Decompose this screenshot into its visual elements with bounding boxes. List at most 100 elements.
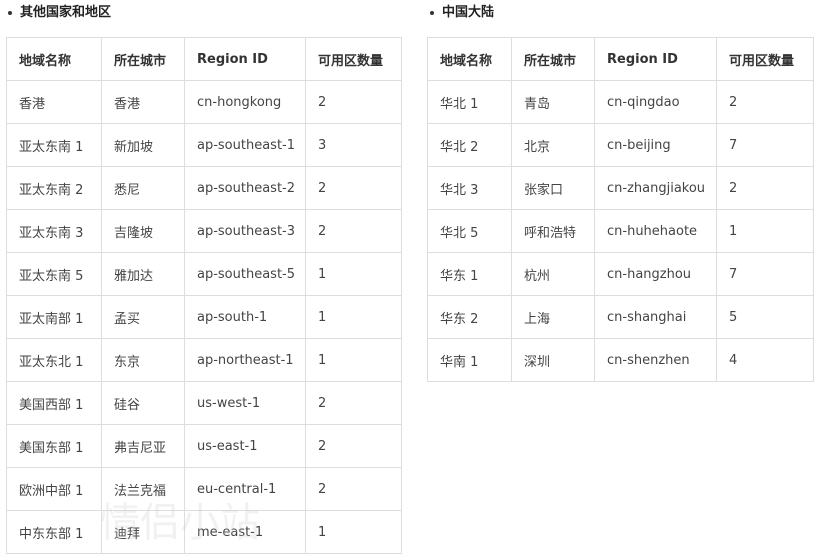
table-cell: 张家口 bbox=[511, 166, 595, 210]
table-cell: 弗吉尼亚 bbox=[101, 424, 185, 468]
bullet-icon bbox=[8, 10, 12, 15]
table-cell: 1 bbox=[716, 209, 814, 253]
table-cell: 香港 bbox=[6, 80, 102, 124]
table-cell: cn-beijing bbox=[594, 123, 717, 167]
table-cell: 香港 bbox=[101, 80, 185, 124]
table-cell: 北京 bbox=[511, 123, 595, 167]
table-cell: 硅谷 bbox=[101, 381, 185, 425]
column-header: Region ID bbox=[594, 37, 717, 81]
table-cell: 法兰克福 bbox=[101, 467, 185, 511]
table-cell: 5 bbox=[716, 295, 814, 339]
table-row: 亚太南部 1 孟买 ap-south-1 1 bbox=[6, 295, 402, 339]
table-cell: us-east-1 bbox=[184, 424, 306, 468]
table-cell: 1 bbox=[305, 510, 402, 554]
section-title-text: 其他国家和地区 bbox=[20, 5, 112, 20]
table-row: 欧洲中部 1 法兰克福 eu-central-1 2 bbox=[6, 467, 402, 511]
table-cell: 华北 3 bbox=[427, 166, 512, 210]
table-row: 亚太东南 5 雅加达 ap-southeast-5 1 bbox=[6, 252, 402, 296]
table-cell: 雅加达 bbox=[101, 252, 185, 296]
table-row: 华北 1 青岛 cn-qingdao 2 bbox=[427, 80, 814, 124]
table-cell: 亚太南部 1 bbox=[6, 295, 102, 339]
table-cell: ap-southeast-3 bbox=[184, 209, 306, 253]
table-cell: 2 bbox=[716, 166, 814, 210]
table-cell: 亚太东北 1 bbox=[6, 338, 102, 382]
table-cell: 美国东部 1 bbox=[6, 424, 102, 468]
table-cell: 中东东部 1 bbox=[6, 510, 102, 554]
table-cell: cn-huhehaote bbox=[594, 209, 717, 253]
table-cell: us-west-1 bbox=[184, 381, 306, 425]
column-header: 地域名称 bbox=[427, 37, 512, 81]
table-row: 华北 2 北京 cn-beijing 7 bbox=[427, 123, 814, 167]
table-cell: 华东 1 bbox=[427, 252, 512, 296]
table-row: 亚太东北 1 东京 ap-northeast-1 1 bbox=[6, 338, 402, 382]
table-cell: 孟买 bbox=[101, 295, 185, 339]
table-cell: 深圳 bbox=[511, 338, 595, 382]
table-row: 美国西部 1 硅谷 us-west-1 2 bbox=[6, 381, 402, 425]
table-row: 华南 1 深圳 cn-shenzhen 4 bbox=[427, 338, 814, 382]
table-cell: ap-southeast-1 bbox=[184, 123, 306, 167]
table-cell: 3 bbox=[305, 123, 402, 167]
table-cell: 青岛 bbox=[511, 80, 595, 124]
table-cell: 华北 2 bbox=[427, 123, 512, 167]
column-header: 所在城市 bbox=[101, 37, 185, 81]
table-cell: 2 bbox=[305, 166, 402, 210]
table-row: 亚太东南 1 新加坡 ap-southeast-1 3 bbox=[6, 123, 402, 167]
table-cell: 2 bbox=[305, 80, 402, 124]
table-cell: me-east-1 bbox=[184, 510, 306, 554]
table-cell: 2 bbox=[305, 381, 402, 425]
table-cell: 华北 1 bbox=[427, 80, 512, 124]
table-cell: 东京 bbox=[101, 338, 185, 382]
table-cell: cn-qingdao bbox=[594, 80, 717, 124]
table-cell: 新加坡 bbox=[101, 123, 185, 167]
table-cell: 1 bbox=[305, 295, 402, 339]
table-row: 香港 香港 cn-hongkong 2 bbox=[6, 80, 402, 124]
table-cell: cn-shenzhen bbox=[594, 338, 717, 382]
table-other-regions: 地域名称 所在城市 Region ID 可用区数量 香港 香港 cn-hongkong 2 亚太… bbox=[6, 37, 402, 554]
table-cell: 2 bbox=[716, 80, 814, 124]
table-cell: 亚太东南 3 bbox=[6, 209, 102, 253]
table-row: 中东东部 1 迪拜 me-east-1 1 bbox=[6, 510, 402, 554]
table-cell: 2 bbox=[305, 209, 402, 253]
table-cell: 杭州 bbox=[511, 252, 595, 296]
table-cell: 华南 1 bbox=[427, 338, 512, 382]
table-cell: ap-southeast-2 bbox=[184, 166, 306, 210]
table-header-row: 地域名称 所在城市 Region ID 可用区数量 bbox=[427, 37, 814, 81]
table-header-row: 地域名称 所在城市 Region ID 可用区数量 bbox=[6, 37, 402, 81]
section-title-mainland: 中国大陆 bbox=[430, 1, 494, 20]
table-cell: 亚太东南 1 bbox=[6, 123, 102, 167]
table-cell: 吉隆坡 bbox=[101, 209, 185, 253]
table-row: 华北 3 张家口 cn-zhangjiakou 2 bbox=[427, 166, 814, 210]
column-header: 地域名称 bbox=[6, 37, 102, 81]
column-header: 可用区数量 bbox=[305, 37, 402, 81]
column-header: 所在城市 bbox=[511, 37, 595, 81]
table-cell: 1 bbox=[305, 338, 402, 382]
section-title-other-regions: 其他国家和地区 bbox=[8, 1, 111, 20]
table-row: 华北 5 呼和浩特 cn-huhehaote 1 bbox=[427, 209, 814, 253]
table-cell: eu-central-1 bbox=[184, 467, 306, 511]
table-cell: cn-zhangjiakou bbox=[594, 166, 717, 210]
table-row: 华东 1 杭州 cn-hangzhou 7 bbox=[427, 252, 814, 296]
table-row: 美国东部 1 弗吉尼亚 us-east-1 2 bbox=[6, 424, 402, 468]
table-cell: 2 bbox=[305, 424, 402, 468]
table-cell: 迪拜 bbox=[101, 510, 185, 554]
table-cell: 7 bbox=[716, 123, 814, 167]
table-cell: ap-south-1 bbox=[184, 295, 306, 339]
table-cell: 悉尼 bbox=[101, 166, 185, 210]
table-mainland: 地域名称 所在城市 Region ID 可用区数量 华北 1 青岛 cn-qingdao 2 华… bbox=[427, 37, 814, 382]
bullet-icon bbox=[430, 10, 434, 15]
table-cell: ap-southeast-5 bbox=[184, 252, 306, 296]
table-cell: ap-northeast-1 bbox=[184, 338, 306, 382]
table-cell: 美国西部 1 bbox=[6, 381, 102, 425]
column-header: 可用区数量 bbox=[716, 37, 814, 81]
table-cell: 1 bbox=[305, 252, 402, 296]
table-cell: 欧洲中部 1 bbox=[6, 467, 102, 511]
table-cell: 上海 bbox=[511, 295, 595, 339]
table-row: 亚太东南 3 吉隆坡 ap-southeast-3 2 bbox=[6, 209, 402, 253]
table-cell: 华东 2 bbox=[427, 295, 512, 339]
table-cell: 呼和浩特 bbox=[511, 209, 595, 253]
section-title-text: 中国大陆 bbox=[442, 5, 495, 20]
table-cell: cn-hangzhou bbox=[594, 252, 717, 296]
table-row: 华东 2 上海 cn-shanghai 5 bbox=[427, 295, 814, 339]
table-cell: 亚太东南 5 bbox=[6, 252, 102, 296]
table-cell: cn-hongkong bbox=[184, 80, 306, 124]
